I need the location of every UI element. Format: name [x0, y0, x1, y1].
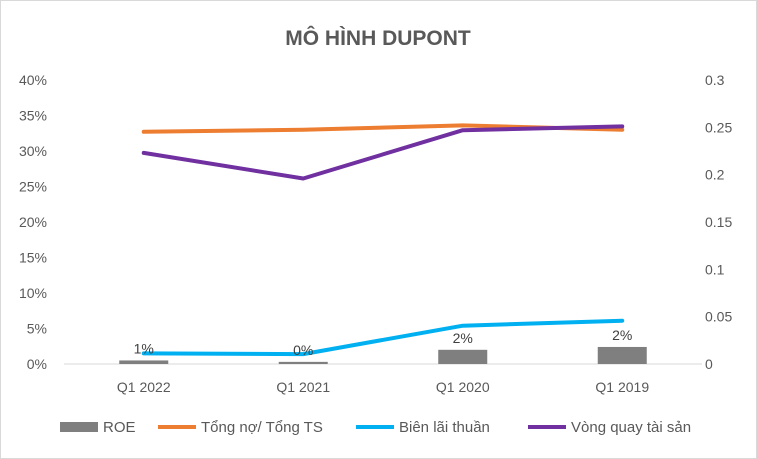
- category-label: Q1 2019: [595, 379, 649, 395]
- left-tick-label: 10%: [19, 285, 47, 301]
- roe-bar: [597, 346, 647, 364]
- legend-label: ROE: [103, 419, 136, 436]
- right-tick-label: 0.1: [705, 261, 725, 277]
- legend-swatch: [60, 422, 98, 432]
- left-tick-label: 40%: [19, 72, 47, 88]
- left-tick-label: 20%: [19, 214, 47, 230]
- left-tick-label: 0%: [27, 356, 47, 372]
- roe-bar: [119, 360, 169, 364]
- legend: ROE Tổng nợ/ Tổng TS Biên lãi thuần Vòng qu…: [60, 419, 691, 436]
- right-tick-label: 0: [705, 356, 713, 372]
- legend-label: Tổng nợ/ Tổng TS: [201, 419, 323, 436]
- series-line: [141, 124, 625, 181]
- roe-data-labels: 1% 0% 2% 2%: [134, 327, 633, 358]
- roe-bar: [438, 349, 488, 364]
- category-label: Q1 2022: [117, 379, 171, 395]
- legend-label: Biên lãi thuần: [399, 419, 490, 436]
- category-label: Q1 2020: [436, 379, 490, 395]
- series-line: [141, 318, 625, 357]
- legend-label: Vòng quay tài sản: [571, 419, 691, 436]
- left-axis: 0% 5% 10% 15% 20% 25% 30% 35% 40%: [19, 72, 47, 372]
- right-tick-label: 0.15: [705, 214, 732, 230]
- right-tick-label: 0.3: [705, 72, 725, 88]
- right-tick-label: 0.2: [705, 167, 725, 183]
- left-tick-label: 15%: [19, 250, 47, 266]
- roe-data-label: 2%: [453, 330, 473, 346]
- right-tick-label: 0.25: [705, 119, 732, 135]
- left-tick-label: 35%: [19, 108, 47, 124]
- left-tick-label: 25%: [19, 179, 47, 195]
- roe-data-label: 0%: [293, 342, 313, 358]
- left-tick-label: 5%: [27, 321, 47, 337]
- roe-data-label: 2%: [612, 327, 632, 343]
- x-axis: Q1 2022 Q1 2021 Q1 2020 Q1 2019: [117, 379, 649, 395]
- roe-bar: [278, 361, 328, 364]
- category-label: Q1 2021: [276, 379, 330, 395]
- right-axis: 0 0.05 0.1 0.15 0.2 0.25 0.3: [705, 72, 732, 372]
- chart-title: MÔ HÌNH DUPONT: [285, 26, 471, 50]
- roe-data-label: 1%: [134, 340, 154, 356]
- right-tick-label: 0.05: [705, 309, 732, 325]
- line-series: [141, 123, 625, 357]
- left-tick-label: 30%: [19, 143, 47, 159]
- roe-bars: [119, 346, 647, 364]
